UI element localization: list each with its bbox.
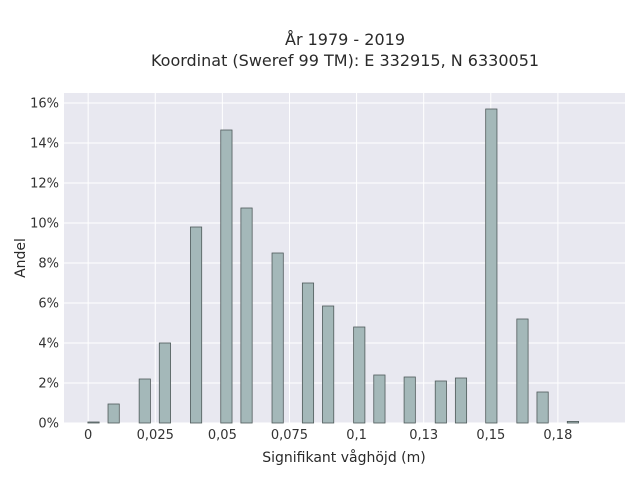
histogram-bar [271, 252, 284, 424]
histogram-bar [566, 420, 579, 424]
plot-area [64, 93, 625, 423]
y-tick-label: 10% [30, 217, 59, 232]
x-tick-labels: 0 0,025 0,05 0,075 0,1 0,13 0,15 0,18 [84, 428, 572, 443]
histogram-bar [158, 342, 171, 424]
histogram-bar [454, 377, 468, 424]
x-axis-label: Signifikant våghöjd (m) [262, 449, 425, 466]
y-tick-label: 4% [38, 337, 59, 352]
x-tick-label: 0,05 [208, 428, 237, 443]
histogram-bar [353, 326, 366, 424]
histogram-bar [220, 129, 233, 424]
y-tick-label: 8% [38, 257, 59, 272]
y-tick-label: 6% [38, 297, 59, 312]
histogram-bar [322, 305, 335, 424]
x-tick-label: 0,075 [271, 428, 308, 443]
y-tick-label: 0% [38, 417, 59, 432]
y-axis-label: Andel [13, 238, 29, 278]
x-tick-label: 0,18 [543, 428, 572, 443]
bars [87, 108, 579, 424]
histogram-bar [403, 376, 416, 424]
histogram-bar [485, 108, 498, 424]
histogram-bar [373, 374, 386, 424]
histogram-bar [434, 380, 447, 424]
histogram-bar [107, 403, 120, 424]
y-tick-label: 14% [30, 137, 59, 152]
chart-title-line-2: Koordinat (Sweref 99 TM): E 332915, N 63… [151, 51, 539, 70]
histogram-bar [138, 378, 151, 424]
x-tick-label: 0,15 [476, 428, 505, 443]
histogram-bar [240, 207, 253, 424]
y-tick-labels: 0% 2% 4% 6% 8% 10% 12% 14% 16% [30, 97, 59, 432]
x-tick-label: 0,13 [409, 428, 438, 443]
chart-title-line-1: År 1979 - 2019 [285, 30, 405, 49]
histogram-bar [190, 226, 203, 424]
histogram-bar [536, 391, 549, 424]
x-tick-label: 0 [84, 428, 92, 443]
histogram-bar [87, 421, 100, 424]
histogram-bar [301, 282, 315, 424]
histogram-bar [516, 318, 529, 424]
x-tick-label: 0,1 [346, 428, 367, 443]
y-tick-label: 2% [38, 377, 59, 392]
y-tick-label: 12% [30, 177, 59, 192]
y-tick-label: 16% [30, 97, 59, 112]
x-tick-label: 0,025 [137, 428, 174, 443]
